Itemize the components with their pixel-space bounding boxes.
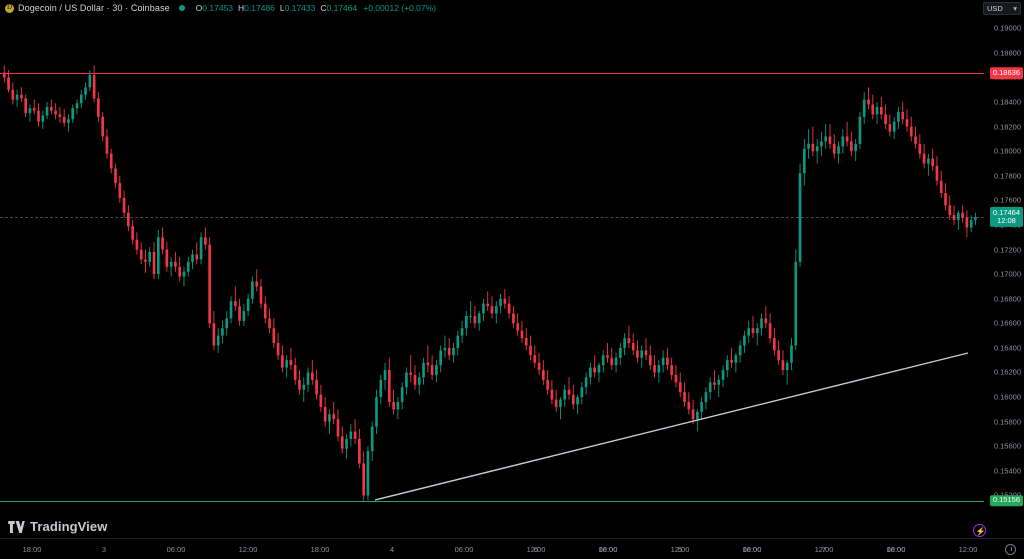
price-axis[interactable]: 0.190000.188000.186000.184000.182000.180… <box>984 16 1024 520</box>
ohlc-values: O 0.17453 H 0.17486 L 0.17433 C 0.17464 +0.0… <box>191 3 436 13</box>
tradingview-logo <box>8 520 25 533</box>
price-tick-label: 0.16800 <box>993 294 1021 304</box>
last-price-tag-time: 12:08 <box>997 216 1016 226</box>
close-key: C <box>320 3 327 13</box>
open-value: 0.17453 <box>202 3 234 13</box>
price-tick-label: 0.18000 <box>993 146 1021 156</box>
time-tick-label: 06:00 <box>166 545 186 554</box>
currency-selector[interactable]: USD ▾ <box>983 2 1021 15</box>
dogecoin-icon <box>5 2 14 13</box>
time-tick-label: 7 <box>821 545 827 554</box>
chevron-down-icon: ▾ <box>1013 4 1017 13</box>
time-tick-label: 18:00 <box>598 545 618 554</box>
resistance-line[interactable] <box>0 73 984 75</box>
time-tick-label: 18:00 <box>310 545 330 554</box>
time-tick-label: 06:00 <box>742 545 762 554</box>
market-open-dot <box>178 5 185 11</box>
last-price-tag-value: 0.17464 <box>992 207 1020 217</box>
support-price-tag[interactable]: 0.15156 <box>989 495 1023 507</box>
time-tick-label: 5 <box>677 545 683 554</box>
time-tick-label: 18:00 <box>742 545 762 554</box>
symbol-title[interactable]: Dogecoin / US Dollar · 30 · Coinbase <box>18 3 170 13</box>
support-line[interactable] <box>0 500 984 502</box>
time-tick-label: 12:00 <box>958 545 978 554</box>
price-tick-label: 0.16600 <box>993 318 1021 328</box>
price-tick-label: 0.18800 <box>993 48 1021 58</box>
last-price-tag[interactable]: 0.17464 12:08 <box>989 206 1023 228</box>
price-tick-label: 0.17800 <box>993 171 1021 181</box>
time-tick-label: 12:00 <box>670 545 690 554</box>
low-value: 0.17433 <box>284 3 316 13</box>
time-tick-label: 12:00 <box>526 545 546 554</box>
resistance-price-tag-value: 0.18636 <box>992 67 1020 77</box>
price-tick-label: 0.17000 <box>993 269 1021 279</box>
price-tick-label: 0.19000 <box>993 23 1021 33</box>
price-tick-label: 0.15400 <box>993 466 1021 476</box>
timezone-clock-icon[interactable] <box>1005 544 1016 555</box>
currency-value: USD <box>987 4 1003 13</box>
close-value: 0.17464 <box>326 3 358 13</box>
watermark-text: TradingView <box>30 519 108 534</box>
price-tick-label: 0.17600 <box>993 195 1021 205</box>
price-tick-label: 0.16200 <box>993 367 1021 377</box>
chart-legend: Dogecoin / US Dollar · 30 · Coinbase O0.… <box>0 0 1024 16</box>
low-key: L <box>279 3 285 13</box>
tradingview-watermark: TradingView <box>8 519 107 534</box>
time-tick-label: 4 <box>389 545 395 554</box>
time-tick-label: 3 <box>101 545 107 554</box>
time-tick-label: 12:00 <box>814 545 834 554</box>
time-tick-label: 18:00 <box>22 545 42 554</box>
chart-canvas[interactable] <box>0 16 984 520</box>
price-tick-label: 0.18400 <box>993 97 1021 107</box>
price-tick-label: 0.17200 <box>993 245 1021 255</box>
price-tick-label: 0.16000 <box>993 392 1021 402</box>
open-key: O <box>195 3 203 13</box>
candlestick-series <box>2 65 977 501</box>
support-price-tag-value: 0.15156 <box>992 495 1020 505</box>
time-tick-label: 06:00 <box>598 545 618 554</box>
price-tick-label: 0.18200 <box>993 122 1021 132</box>
high-value: 0.17486 <box>244 3 275 13</box>
time-tick-label: 18:00 <box>886 545 906 554</box>
crosshair-line[interactable] <box>0 217 984 219</box>
time-tick-label: 06:00 <box>886 545 906 554</box>
time-tick-label: 06:00 <box>454 545 474 554</box>
ascending-trendline[interactable] <box>0 16 984 520</box>
high-key: H <box>238 3 245 13</box>
price-tick-label: 0.15600 <box>993 441 1021 451</box>
time-tick-label: 12:00 <box>238 545 258 554</box>
price-tick-label: 0.16400 <box>993 343 1021 353</box>
resistance-price-tag[interactable]: 0.18636 <box>989 67 1023 79</box>
replay-lightning-icon[interactable] <box>973 524 987 538</box>
time-axis[interactable]: 18:00 3 06:00 12:00 18:00 4 06:00 12:00 18:00 5 06… <box>0 538 1024 559</box>
time-tick-label: 6 <box>533 545 539 554</box>
price-change: +0.00012 (+0.07%) <box>363 3 437 13</box>
price-tick-label: 0.15800 <box>993 417 1021 427</box>
